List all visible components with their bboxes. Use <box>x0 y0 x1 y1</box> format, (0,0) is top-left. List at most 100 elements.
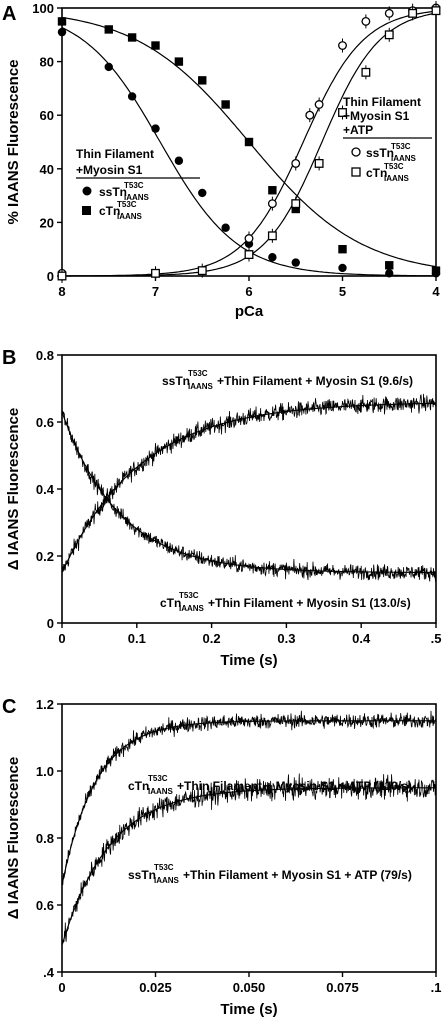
legend-right-entry-1-sup: T53C <box>391 142 411 151</box>
panel-b-x-tick-label: 0.4 <box>352 631 371 646</box>
panel-c-label: C <box>2 696 16 718</box>
panel-b-x-axis-label: Time (s) <box>220 652 277 669</box>
panel-c-annotation-ss: ssTn T53C IAANS +Thin Filament + Myosin … <box>128 863 412 885</box>
panel-c-x-tick-label: 0.050 <box>233 980 266 995</box>
legend-right-entry-2-sub: IAANS <box>384 174 410 183</box>
panel-b-c-label-rest: +Thin Filament + Myosin S1 (13.0/s) <box>208 596 411 610</box>
panel-c-x-axis-label: Time (s) <box>220 1001 277 1018</box>
panel-c-y-tick-label: .4 <box>43 965 55 980</box>
legend-left-filled-circle-marker <box>82 186 92 196</box>
panel-a-point-filled-square <box>385 261 394 270</box>
panel-a-point-open-circle <box>384 8 394 18</box>
panel-b-annotation-ss: ssTn T53C IAANS +Thin Filament + Myosin … <box>162 369 413 391</box>
panel-b-x-tick-label: 0.2 <box>203 631 221 646</box>
panel-c-ss-label-sub: IAANS <box>154 876 180 885</box>
legend-left-entry-2-sub: IAANS <box>117 212 143 221</box>
panel-a-point-open-circle <box>338 41 347 50</box>
panel-a-point-open-square <box>408 8 418 18</box>
panel-a-point-open-circle <box>291 158 301 168</box>
panel-a-legend-right: Thin Filament +Myosin S1 +ATP ssTn T53C … <box>343 95 432 183</box>
panel-a-x-tick-label: 8 <box>58 284 65 299</box>
panel-a-point-open-square <box>338 108 347 117</box>
panel-c-trace-2 <box>61 773 437 945</box>
panel-b-frame <box>61 354 437 624</box>
panel-a-point-filled-circle <box>151 124 160 133</box>
panel-b-ss-label-base: ssTn <box>162 374 190 388</box>
legend-left-entry-2-sup: T53C <box>117 200 137 209</box>
panel-a-point-open-square <box>197 266 207 276</box>
panel-a-point-filled-square <box>268 186 277 195</box>
panel-a-label: A <box>2 3 16 25</box>
panel-b-x-tick-label: 0.1 <box>128 631 146 646</box>
panel-a-point-open-square <box>151 268 160 278</box>
panel-c-x-tick-label: .1 <box>431 980 442 995</box>
panel-b-fit-1 <box>61 402 437 573</box>
panel-a-point-open-circle <box>305 110 315 120</box>
legend-left-filled-square-marker <box>82 206 91 215</box>
panel-b-trace-1 <box>61 393 437 572</box>
panel-a-point-open-square <box>267 231 277 241</box>
legend-right-open-square-marker <box>351 167 361 177</box>
panel-b-y-tick-label: 0.6 <box>36 415 54 430</box>
panel-a-y-tick-label: 60 <box>40 108 54 123</box>
panel-a-point-filled-circle <box>291 258 300 267</box>
panel-c-ticks: 0 0.025 0.050 0.075 .1 .4 0.6 0.8 1.0 1.2 <box>36 697 442 995</box>
legend-right-entry-2: cTn <box>366 166 387 180</box>
panel-a-point-open-circle <box>314 100 324 109</box>
panel-c-c-label-sup: T53C <box>148 774 168 783</box>
panel-a-point-filled-circle <box>57 27 67 37</box>
panel-a-point-open-circle <box>267 199 277 209</box>
panel-a-x-tick-label: 4 <box>432 284 440 299</box>
panel-a-y-tick-label: 100 <box>32 1 54 16</box>
legend-right-entry-1: ssTn <box>366 146 394 160</box>
legend-right-title-line1: Thin Filament <box>343 95 421 109</box>
panel-c-c-label-sub: IAANS <box>148 787 174 796</box>
panel-a-point-open-square <box>431 6 441 16</box>
panel-b-c-label-sup: T53C <box>179 591 199 600</box>
panel-a-y-axis-label: % IAANS Fluorescence <box>5 59 22 224</box>
panel-b-y-axis-label: Δ IAANS Fluorescence <box>5 408 22 571</box>
panel-c-trace-1 <box>61 710 437 886</box>
panel-a-point-open-square <box>384 30 394 40</box>
panel-c-y-tick-label: 0.6 <box>36 898 54 913</box>
panel-a-point-filled-square <box>431 266 441 275</box>
panel-b-trace-2 <box>61 410 437 582</box>
legend-left-entry-1-sub: IAANS <box>124 193 150 202</box>
panel-a-point-filled-square <box>221 100 230 109</box>
panel-c-traces <box>61 710 437 946</box>
panel-b-x-tick-label: .5 <box>431 631 442 646</box>
legend-right-entry-1-sub: IAANS <box>391 154 417 163</box>
panel-a-y-tick-label: 40 <box>40 162 54 177</box>
panel-a-point-open-square <box>244 250 254 260</box>
panel-b-x-tick-label: 0 <box>58 631 65 646</box>
panel-a-x-tick-label: 6 <box>245 284 252 299</box>
panel-c: C 0 0.025 0.050 0.075 .1 .4 0.6 0.8 1.0 1.2 Time … <box>2 696 441 1018</box>
legend-left-entry-1-sup: T53C <box>124 181 144 190</box>
panel-a-x-axis-label: pCa <box>235 303 264 320</box>
panel-b-y-tick-label: 0.4 <box>36 482 55 497</box>
panel-a-point-filled-circle <box>127 92 137 101</box>
panel-a-point-filled-square <box>57 17 67 26</box>
panel-a-y-tick-label: 80 <box>40 55 54 70</box>
panel-a-point-filled-square <box>338 245 347 254</box>
panel-b-traces <box>61 393 437 582</box>
panel-a-point-filled-circle <box>198 188 207 198</box>
panel-a-y-tick-label: 20 <box>40 215 54 230</box>
panel-c-y-tick-label: 1.0 <box>36 764 54 779</box>
panel-a-point-open-square <box>57 271 67 281</box>
panel-b-ss-label-rest: +Thin Filament + Myosin S1 (9.6/s) <box>217 374 413 388</box>
panel-a-data-points <box>57 1 441 283</box>
panel-c-ss-label-sup: T53C <box>154 863 174 872</box>
panel-c-y-axis-label: Δ IAANS Fluorescence <box>5 757 22 920</box>
panel-a-point-open-circle <box>361 16 371 26</box>
legend-right-title-line2: +Myosin S1 <box>343 109 410 123</box>
panel-a-point-filled-circle <box>104 62 113 72</box>
panel-b-annotation-c: cTn T53C IAANS +Thin Filament + Myosin S… <box>160 591 411 613</box>
panel-c-annotation-c: cTn T53C IAANS +Thin Filament + Myosin S… <box>128 774 412 796</box>
panel-a-point-filled-square <box>127 33 137 42</box>
panel-c-c-label-rest: +Thin Filament + Myosin S1 + ATP (110/s) <box>177 779 412 793</box>
panel-c-fit-1 <box>61 720 436 886</box>
